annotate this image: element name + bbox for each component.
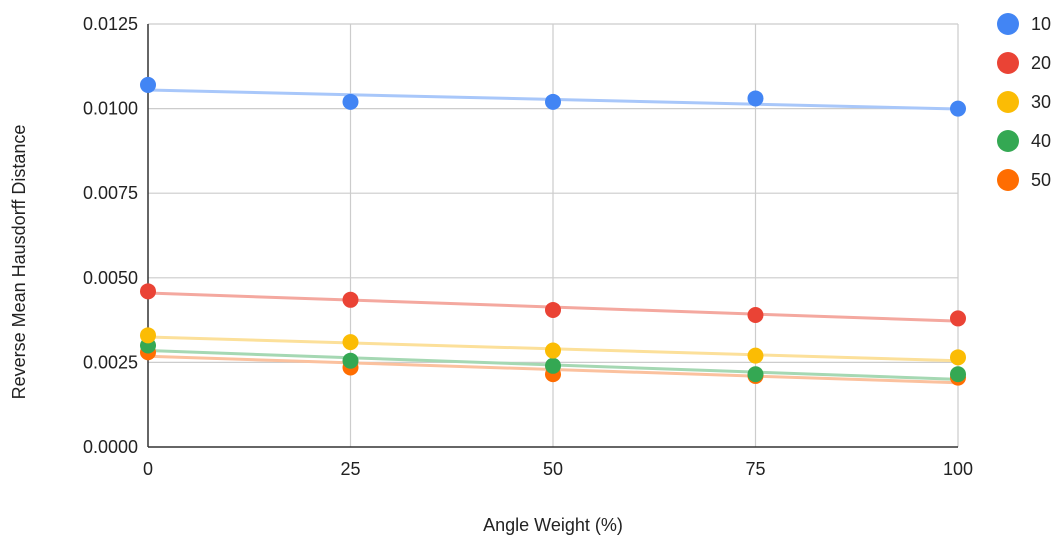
legend-swatch: [997, 91, 1019, 113]
data-point-series-20: [342, 291, 359, 308]
legend-item-40: 40: [997, 130, 1051, 152]
legend: 10 20 30 40 50: [997, 13, 1051, 191]
y-tick-label: 0.0025: [83, 352, 138, 372]
x-tick-label: 100: [943, 459, 973, 479]
legend-item-10: 10: [997, 13, 1051, 35]
legend-label: 10: [1031, 14, 1051, 34]
y-axis-title: Reverse Mean Hausdorff Distance: [9, 125, 29, 400]
y-tick-label: 0.0100: [83, 99, 138, 119]
legend-label: 50: [1031, 170, 1051, 190]
data-point-series-30: [747, 347, 764, 364]
legend-item-30: 30: [997, 91, 1051, 113]
x-tick-label: 25: [340, 459, 360, 479]
y-tick-label: 0.0000: [83, 437, 138, 457]
y-tick-label: 0.0050: [83, 268, 138, 288]
data-point-series-30: [140, 327, 156, 344]
y-tick-label: 0.0075: [83, 183, 138, 203]
data-point-series-40: [950, 366, 966, 383]
x-tick-label: 50: [543, 459, 563, 479]
data-point-series-10: [545, 93, 561, 110]
data-point-layer: [140, 76, 966, 386]
legend-label: 40: [1031, 131, 1051, 151]
data-point-series-10: [747, 90, 764, 107]
legend-label: 30: [1031, 92, 1051, 112]
legend-swatch: [997, 130, 1019, 152]
legend-item-50: 50: [997, 169, 1051, 191]
tick-label-layer: 0.0000 0.0025 0.0050 0.0075 0.0100 0.0125 0 25 5…: [83, 14, 973, 479]
legend-swatch: [997, 169, 1019, 191]
legend-swatch: [997, 13, 1019, 35]
x-axis-title: Angle Weight (%): [483, 515, 623, 535]
legend-swatch: [997, 52, 1019, 74]
legend-label: 20: [1031, 53, 1051, 73]
data-point-series-10: [140, 76, 156, 93]
data-point-series-20: [545, 301, 561, 318]
data-point-series-10: [342, 93, 359, 110]
y-tick-label: 0.0125: [83, 14, 138, 34]
data-point-series-40: [747, 366, 764, 383]
x-tick-label: 0: [143, 459, 153, 479]
x-tick-label: 75: [745, 459, 765, 479]
grid-layer: [148, 23, 959, 447]
data-point-series-20: [140, 283, 156, 300]
data-point-series-30: [342, 334, 359, 351]
data-point-series-40: [342, 352, 359, 369]
data-point-series-10: [950, 100, 966, 117]
data-point-series-20: [950, 310, 966, 327]
data-point-series-30: [950, 349, 966, 366]
legend-item-20: 20: [997, 52, 1051, 74]
axis-layer: [147, 24, 958, 448]
data-point-series-30: [545, 342, 561, 359]
data-point-series-40: [545, 357, 561, 374]
data-point-series-20: [747, 307, 764, 324]
